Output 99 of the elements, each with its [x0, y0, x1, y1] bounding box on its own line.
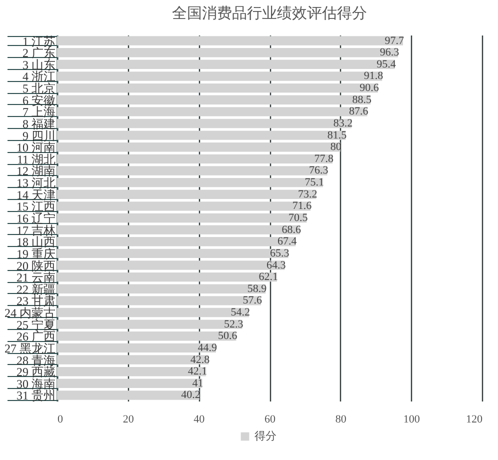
bar [57, 260, 285, 270]
data-label: 87.6 [349, 106, 369, 118]
y-tick-label: 10 河南 [16, 140, 56, 155]
bar [57, 83, 378, 93]
bar [57, 118, 352, 128]
bar [57, 190, 316, 199]
y-tick-label: 6 安徽 [22, 93, 56, 108]
bar [57, 284, 266, 294]
y-tick-label: 17 吉林 [16, 223, 56, 238]
data-label: 52.3 [224, 318, 244, 330]
y-tick-label: 15 江西 [16, 200, 56, 214]
y-tick-label: 9 四川 [22, 128, 56, 143]
data-label: 95.4 [376, 58, 396, 70]
data-label: 42.1 [188, 366, 208, 378]
data-label: 73.2 [298, 188, 318, 200]
y-tick-label: 22 新疆 [16, 282, 56, 296]
y-tick-label: 7 上海 [22, 105, 56, 120]
data-label: 50.6 [218, 330, 238, 342]
bar [57, 107, 368, 116]
bar [57, 95, 370, 104]
bar [57, 202, 311, 211]
data-label: 97.7 [384, 34, 405, 47]
x-tick-label: 80 [335, 414, 347, 426]
y-tick-label: 21 云南 [16, 270, 56, 285]
bar [57, 308, 249, 318]
y-tick-label: 16 辽宁 [16, 212, 56, 226]
bar [57, 366, 206, 376]
data-label: 64.3 [266, 259, 286, 272]
bar [57, 343, 216, 353]
y-tick-label: 5 北京 [22, 82, 56, 96]
bar [57, 60, 395, 70]
data-label: 75.1 [304, 176, 324, 189]
bar [57, 178, 323, 188]
data-label: 96.3 [380, 46, 400, 59]
y-tick-label: 2 广东 [22, 46, 56, 60]
y-tick-label: 31 贵州 [16, 388, 56, 403]
y-tick-label: 12 湖南 [16, 164, 56, 178]
bar [57, 166, 328, 176]
y-tick-label: 19 重庆 [16, 246, 56, 261]
x-tick-label: 120 [466, 414, 483, 426]
data-label: 62.1 [258, 271, 278, 284]
data-label: 67.4 [277, 236, 298, 248]
bar [57, 36, 404, 46]
y-tick-label: 3 山东 [22, 58, 56, 72]
bar [57, 355, 209, 364]
bar [57, 142, 340, 152]
y-tick-label: 11 湖北 [16, 152, 56, 166]
data-label: 88.5 [352, 94, 372, 106]
y-tick-label: 23 甘肃 [16, 294, 56, 308]
bar [57, 248, 288, 258]
y-tick-label: 30 海南 [16, 376, 56, 391]
y-tick-label: 20 陕西 [16, 258, 56, 273]
y-tick-label: 25 宁夏 [16, 318, 56, 332]
data-label: 90.6 [360, 82, 380, 94]
data-label: 42.8 [190, 354, 210, 366]
y-tick-label: 24 内蒙古 [4, 306, 56, 320]
y-tick-label: 1 江苏 [22, 34, 56, 48]
data-label: 58.9 [247, 282, 268, 295]
x-tick-label: 0 [58, 414, 64, 426]
y-tick-label: 18 山西 [16, 235, 56, 250]
bar [57, 332, 236, 341]
bar [57, 225, 300, 234]
bar [57, 72, 382, 81]
bar [57, 296, 261, 306]
data-label: 65.3 [270, 247, 290, 260]
y-tick-label: 13 河北 [16, 176, 56, 190]
data-label: 77.8 [314, 152, 334, 165]
x-tick-label: 20 [122, 414, 134, 426]
bar [57, 272, 277, 282]
data-label: 81.5 [327, 129, 348, 142]
y-tick-label: 28 青海 [16, 353, 56, 368]
bar [57, 130, 346, 140]
data-label: 57.6 [242, 294, 262, 307]
data-label: 70.5 [288, 212, 308, 224]
data-label: 68.6 [282, 224, 302, 236]
data-label: 44.9 [198, 342, 218, 354]
y-tick-label: 26 广西 [16, 330, 56, 344]
bar [57, 48, 398, 58]
legend-label: 得分 [254, 430, 276, 442]
x-tick-label: 40 [194, 414, 206, 426]
data-label: 71.6 [292, 200, 312, 212]
y-tick-label: 14 天津 [16, 188, 56, 202]
bar [57, 154, 333, 164]
bar [57, 378, 202, 388]
data-label: 83.2 [333, 117, 353, 130]
y-tick-label: 29 西藏 [16, 365, 56, 380]
chart-title: 全国消费品行业绩效评估得分 [172, 5, 367, 22]
data-label: 54.2 [230, 306, 250, 319]
x-tick-label: 60 [264, 414, 276, 426]
y-tick-label: 27 黑龙江 [4, 341, 56, 356]
x-tick-label: 100 [403, 414, 420, 426]
data-label: 41 [192, 377, 204, 390]
data-label: 76.3 [308, 164, 329, 177]
y-tick-label: 4 浙江 [22, 70, 56, 84]
bar [57, 320, 242, 329]
bar [57, 237, 296, 246]
y-tick-label: 8 福建 [22, 116, 56, 131]
bar [57, 213, 307, 223]
data-label: 91.8 [364, 70, 384, 82]
